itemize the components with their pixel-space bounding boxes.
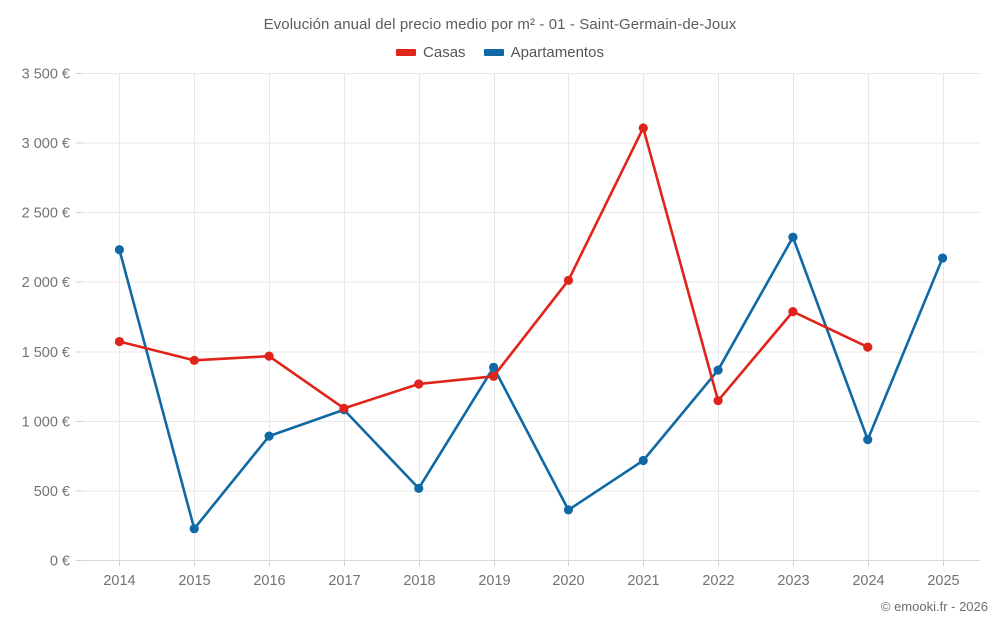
x-axis-tick-label: 2016 xyxy=(253,573,285,589)
legend-label: Casas xyxy=(423,44,466,61)
y-axis-tick-label: 2 500 € xyxy=(22,206,70,222)
data-point-casas[interactable] xyxy=(414,379,424,389)
data-point-casas[interactable] xyxy=(114,336,125,347)
data-point-apartamentos[interactable] xyxy=(414,483,424,493)
data-point-casas[interactable] xyxy=(339,403,349,413)
data-point-apartamentos[interactable] xyxy=(264,431,274,441)
x-axis-tick-label: 2023 xyxy=(777,573,809,589)
legend-item-casas[interactable]: Casas xyxy=(396,45,466,60)
y-axis-tick-label: 3 000 € xyxy=(22,136,70,152)
data-point-apartamentos[interactable] xyxy=(488,362,499,372)
data-point-apartamentos[interactable] xyxy=(713,365,723,375)
legend-item-apartamentos[interactable]: Apartamentos xyxy=(483,44,604,61)
data-point-apartamentos[interactable] xyxy=(863,435,873,445)
data-point-casas[interactable] xyxy=(788,307,798,317)
footer-credit: © emooki.fr - 2026 xyxy=(880,599,988,614)
data-point-casas[interactable] xyxy=(638,123,648,133)
x-axis-tick-label: 2019 xyxy=(478,573,510,589)
chart-legend: Casas Apartamentos xyxy=(0,45,1000,60)
y-axis-tick-label: 3 500 € xyxy=(22,67,70,83)
y-axis-tick-label: 0 € xyxy=(50,554,70,570)
y-axis-tick-label: 1 000 € xyxy=(22,414,70,430)
data-point-apartamentos[interactable] xyxy=(788,232,798,242)
x-axis-tick-label: 2024 xyxy=(852,573,884,589)
data-point-casas[interactable] xyxy=(563,275,574,285)
data-point-apartamentos[interactable] xyxy=(563,505,574,515)
x-axis-tick-label: 2020 xyxy=(552,573,584,589)
x-axis-tick-label: 2017 xyxy=(328,573,360,589)
legend-swatch-icon xyxy=(483,49,504,56)
chart-title: Evolución anual del precio medio por m² … xyxy=(263,16,737,33)
data-point-apartamentos[interactable] xyxy=(114,245,125,255)
y-axis-tick-label: 2 000 € xyxy=(22,275,70,291)
data-point-casas[interactable] xyxy=(264,351,274,361)
data-point-apartamentos[interactable] xyxy=(638,455,648,466)
x-axis-tick-label: 2021 xyxy=(627,573,659,589)
data-point-casas[interactable] xyxy=(488,371,499,381)
x-axis-tick-label: 2025 xyxy=(927,573,959,589)
y-axis-tick-label: 500 € xyxy=(34,484,70,500)
series-line-apartamentos xyxy=(118,235,944,530)
x-axis-tick-label: 2014 xyxy=(103,573,135,589)
x-axis-tick-label: 2022 xyxy=(702,573,734,589)
x-axis-tick-label: 2018 xyxy=(403,573,435,589)
data-point-casas[interactable] xyxy=(713,396,723,406)
x-axis-tick-label: 2015 xyxy=(178,573,210,589)
data-point-apartamentos[interactable] xyxy=(189,524,199,534)
data-point-casas[interactable] xyxy=(863,342,873,352)
data-point-apartamentos[interactable] xyxy=(937,253,948,263)
data-point-casas[interactable] xyxy=(189,355,199,365)
legend-swatch-icon xyxy=(396,49,417,56)
legend-label: Apartamentos xyxy=(510,44,604,61)
y-axis-tick-label: 1 500 € xyxy=(22,345,70,361)
